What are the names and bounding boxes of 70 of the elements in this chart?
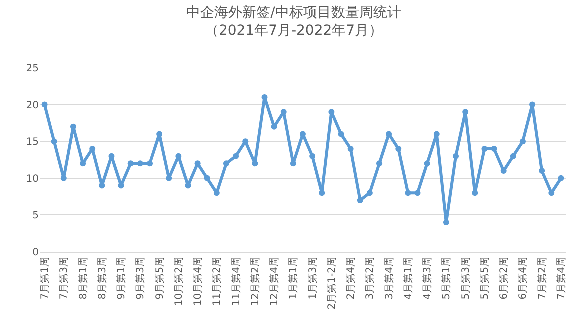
x-tick-label: 7月第2周	[536, 257, 548, 300]
point	[262, 94, 268, 100]
x-tick-label: 5月第3周	[460, 257, 472, 300]
point	[348, 146, 354, 152]
point	[414, 190, 421, 196]
point	[338, 131, 344, 138]
point	[51, 138, 58, 145]
x-tick-label: 8月第3周	[96, 257, 108, 300]
point	[491, 146, 498, 152]
x-tick-label: 10月第4周	[192, 257, 204, 306]
point	[482, 146, 488, 152]
point	[366, 190, 373, 196]
point	[42, 102, 48, 108]
x-tick-label: 4月第1周	[402, 257, 414, 300]
point	[310, 153, 316, 160]
point	[396, 146, 402, 152]
y-tick-label: 25	[26, 64, 39, 74]
x-tick-label: 1月第3周	[306, 257, 319, 300]
x-tick-label: 3月第2周	[364, 257, 376, 300]
point	[434, 131, 440, 138]
point	[90, 146, 96, 152]
x-tick-label: 3月第4周	[383, 257, 396, 300]
x-tick-label: 2月第1-2周	[326, 257, 338, 310]
x-tick-label: 9月第1周	[116, 257, 128, 300]
point	[530, 102, 536, 108]
y-tick-label: 0	[32, 248, 39, 258]
point	[146, 160, 153, 167]
point	[472, 190, 478, 196]
y-tick-label: 10	[26, 174, 39, 185]
chart-subtitle: （2021年7月-2022年7月）	[204, 23, 384, 39]
x-tick-label: 8月第1周	[77, 257, 90, 300]
y-tick-label: 15	[26, 137, 39, 148]
chart-title: 中企海外新签/中标项目数量周统计	[186, 4, 402, 21]
x-tick-label: 4月第3周	[422, 257, 434, 300]
x-tick-label: 12月第4周	[268, 257, 281, 306]
x-tick-label: 9月第5周	[154, 257, 166, 300]
x-tick-label: 11月第2周	[211, 257, 224, 306]
point	[223, 160, 230, 167]
point	[319, 190, 326, 196]
x-tick-label: 7月第1周	[39, 257, 52, 300]
point	[233, 153, 240, 160]
point	[510, 153, 516, 160]
point	[357, 197, 364, 204]
x-tick-label: 2月第4周	[345, 257, 358, 300]
point	[128, 160, 134, 167]
point	[137, 160, 144, 167]
x-tick-label: 6月第2周	[498, 257, 510, 300]
point	[443, 220, 450, 226]
x-tick-label: 11月第4周	[230, 257, 242, 306]
x-tick-label: 5月第5周	[478, 257, 491, 300]
x-tick-label: 7月第3周	[58, 257, 70, 300]
y-tick-label: 20	[26, 100, 39, 112]
point	[405, 190, 412, 196]
point	[539, 168, 546, 174]
point	[376, 160, 383, 167]
point	[453, 153, 460, 160]
x-tick-label: 12月第2周	[249, 257, 262, 306]
y-tick-label: 5	[32, 210, 39, 222]
x-tick-label: 5月第1周	[440, 257, 453, 300]
point	[520, 138, 526, 145]
x-tick-label: 7月第4周	[555, 257, 568, 300]
point	[424, 160, 430, 167]
point	[558, 175, 564, 182]
x-tick-label: 10月第2周	[172, 257, 185, 306]
point	[204, 175, 210, 182]
point	[252, 160, 258, 167]
point	[290, 160, 296, 167]
x-tick-label: 6月第4周	[517, 257, 530, 300]
x-tick-label: 9月第3周	[134, 257, 147, 300]
x-tick-label: 1月第1周	[288, 257, 300, 300]
